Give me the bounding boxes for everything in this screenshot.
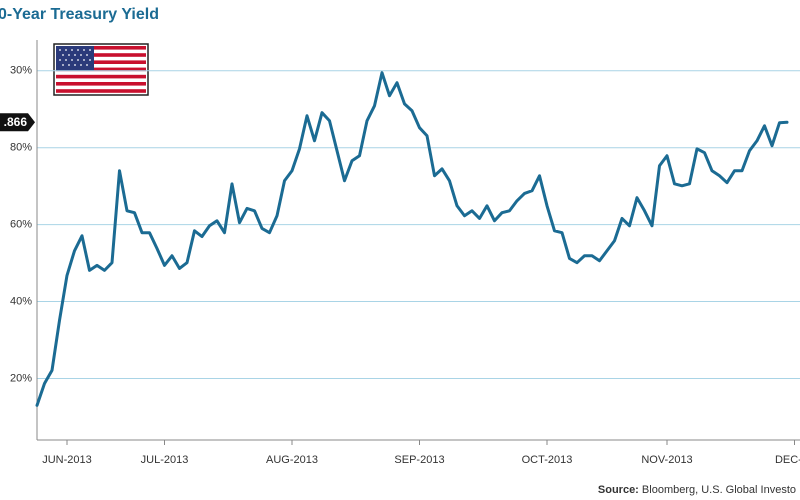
x-tick-label: OCT-2013 [522,454,573,466]
line-series [35,71,789,407]
chart-title: 0-Year Treasury Yield [0,6,159,23]
y-tick-label: 60% [10,219,32,231]
source: Source: Bloomberg, U.S. Global Investo [598,484,796,496]
value-pointer-box [0,113,35,132]
x-tick-label: JUN-2013 [42,454,92,466]
value-pointer: .866 [0,113,35,132]
y-tick-label: 80% [10,142,32,154]
x-tick-label: NOV-2013 [641,454,692,466]
y-tick-label: 40% [10,295,32,307]
y-tick-label: 20% [10,372,32,384]
y-tick-label: 30% [10,65,32,77]
x-tick-label: AUG-2013 [266,454,318,466]
source-label: Source: [598,484,639,496]
x-tick-label: JUL-2013 [141,454,189,466]
value-label: .866 [4,115,28,129]
source-text: Bloomberg, U.S. Global Investo [642,484,796,496]
x-tick-label: SEP-2013 [394,454,444,466]
flag [53,43,149,96]
x-tick-label: DEC-20 [775,454,800,466]
